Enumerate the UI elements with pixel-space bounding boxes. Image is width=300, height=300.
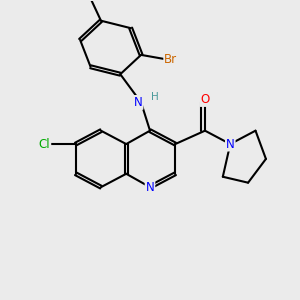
Text: Cl: Cl <box>39 138 50 151</box>
Text: Br: Br <box>164 53 177 66</box>
Text: N: N <box>226 138 235 151</box>
Text: O: O <box>200 93 210 106</box>
Text: H: H <box>151 92 158 102</box>
Text: N: N <box>134 96 142 109</box>
Text: N: N <box>146 181 154 194</box>
